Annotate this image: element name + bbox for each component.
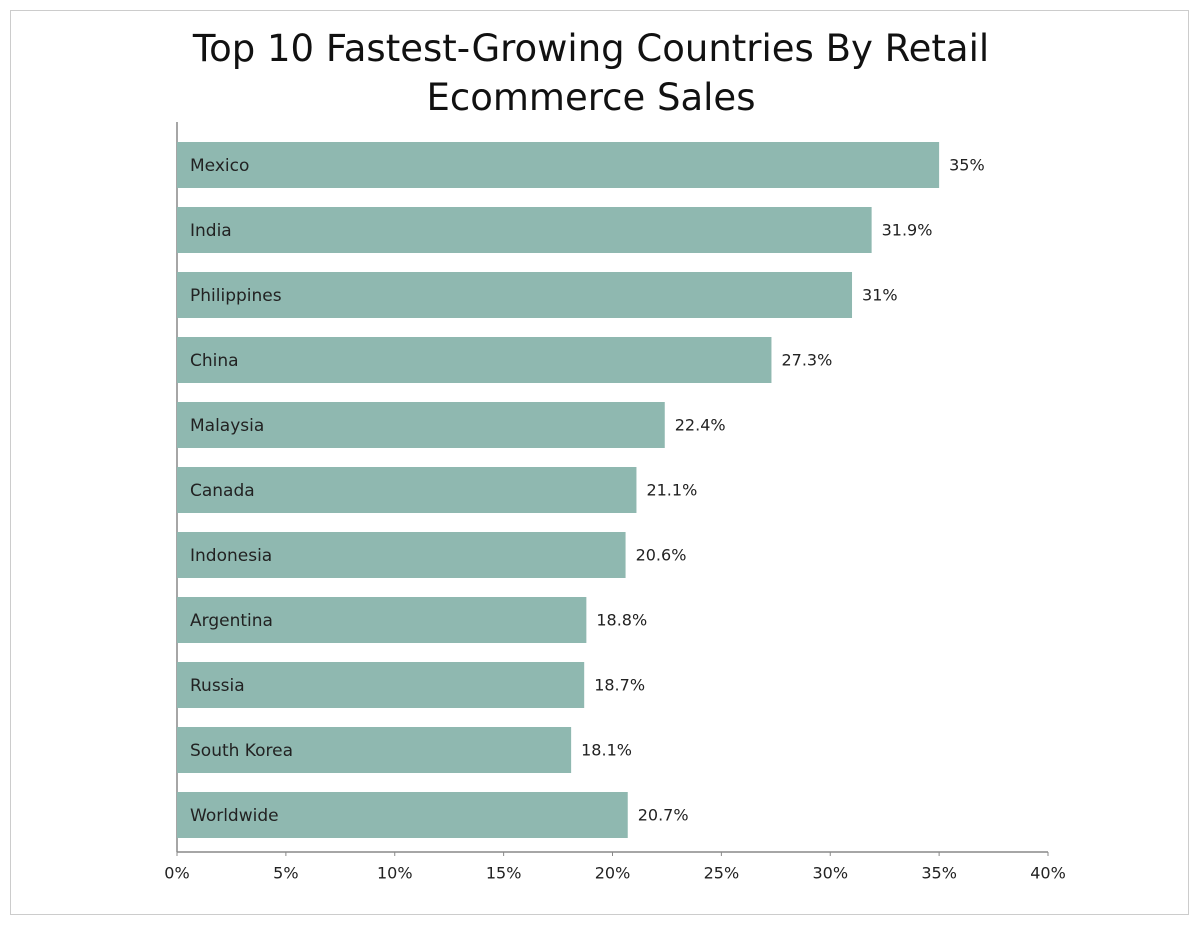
chart-frame: [10, 10, 1189, 915]
value-label: 22.4%: [675, 416, 726, 435]
bar: [177, 532, 626, 578]
value-label: 20.6%: [636, 546, 687, 565]
value-label: 18.1%: [581, 741, 632, 760]
category-label: South Korea: [190, 741, 293, 761]
category-label: Mexico: [190, 156, 249, 176]
x-tick-label: 40%: [1030, 864, 1066, 883]
category-label: Worldwide: [190, 806, 279, 826]
bar: [177, 142, 940, 188]
x-tick-label: 20%: [595, 864, 631, 883]
category-label: India: [190, 221, 232, 241]
x-tick-label: 0%: [164, 864, 189, 883]
category-label: Philippines: [190, 286, 282, 306]
x-tick-label: 25%: [704, 864, 740, 883]
category-label: Russia: [190, 676, 245, 696]
value-label: 31.9%: [882, 221, 933, 240]
value-label: 27.3%: [781, 351, 832, 370]
bar: [177, 337, 772, 383]
bar: [177, 662, 585, 708]
category-label: Canada: [190, 481, 255, 501]
bar: [177, 792, 628, 838]
value-label: 18.8%: [596, 611, 647, 630]
value-label: 31%: [862, 286, 898, 305]
x-tick-label: 5%: [273, 864, 298, 883]
x-tick-label: 10%: [377, 864, 413, 883]
x-tick-label: 30%: [812, 864, 848, 883]
category-label: China: [190, 351, 239, 371]
value-label: 21.1%: [646, 481, 697, 500]
bar: [177, 272, 853, 318]
bar: [177, 727, 572, 773]
value-label: 35%: [949, 156, 985, 175]
bar: [177, 207, 872, 253]
chart-title: Top 10 Fastest-Growing Countries By Reta…: [192, 27, 990, 119]
bar: [177, 402, 665, 448]
bar: [177, 467, 637, 513]
category-label: Argentina: [190, 611, 273, 631]
category-label: Indonesia: [190, 546, 272, 566]
x-tick-label: 35%: [921, 864, 957, 883]
x-tick-label: 15%: [486, 864, 522, 883]
category-label: Malaysia: [190, 416, 264, 436]
value-label: 18.7%: [594, 676, 645, 695]
value-label: 20.7%: [638, 806, 689, 825]
bar: [177, 597, 587, 643]
